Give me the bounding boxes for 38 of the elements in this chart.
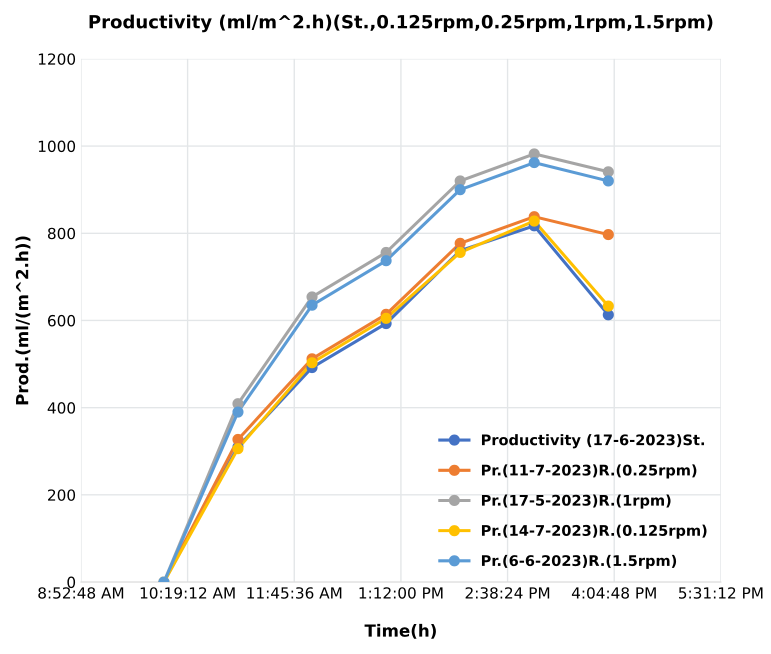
x-tick-label: 2:38:24 PM (466, 587, 550, 599)
y-tick-label: 1000 (38, 140, 76, 152)
point (306, 357, 318, 368)
point (380, 312, 392, 324)
point (602, 300, 614, 312)
legend-label: Productivity (17-6-2023)St. (482, 434, 704, 448)
chart-title: Productivity (ml/m^2.h)(St.,0.125rpm,0.25rpm,1rpm,1.5rpm) (90, 14, 712, 32)
x-tick-label: 8:52:48 AM (38, 587, 124, 599)
y-tick-label: 200 (48, 489, 76, 501)
point (306, 300, 318, 311)
point (232, 406, 244, 418)
legend-label: Pr.(14-7-2023)R.(0.125rpm) (482, 524, 707, 539)
y-tick-label: 1200 (38, 53, 76, 65)
x-axis-title: Time(h) (364, 624, 436, 639)
point (454, 238, 466, 249)
point (602, 309, 614, 320)
x-tick-label: 11:45:36 AM (247, 587, 342, 599)
point (602, 166, 614, 178)
point (528, 157, 540, 168)
point (602, 229, 614, 240)
y-tick-label: 400 (48, 402, 76, 414)
point (454, 175, 466, 186)
legend-label: Pr.(6-6-2023)R.(1.5rpm) (482, 554, 676, 569)
y-tick-label: 600 (48, 314, 76, 326)
x-tick-label: 4:04:48 PM (572, 587, 656, 599)
y-tick-label: 0 (67, 576, 76, 588)
y-tick-label: 800 (48, 228, 76, 240)
x-tick-label: 10:19:12 AM (140, 587, 235, 599)
point (528, 215, 540, 227)
legend-label: Pr.(11-7-2023)R.(0.25rpm) (482, 464, 696, 478)
x-tick-label: 1:12:00 PM (360, 587, 442, 599)
point (602, 175, 614, 186)
y-axis-title: Prod.(ml/(m^2.h)) (16, 236, 30, 404)
point (232, 434, 244, 446)
legend-label: Pr.(17-5-2023)R.(1rpm) (482, 494, 671, 509)
point (454, 184, 466, 196)
x-tick-label: 5:31:12 PM (678, 587, 762, 599)
point (380, 255, 392, 266)
